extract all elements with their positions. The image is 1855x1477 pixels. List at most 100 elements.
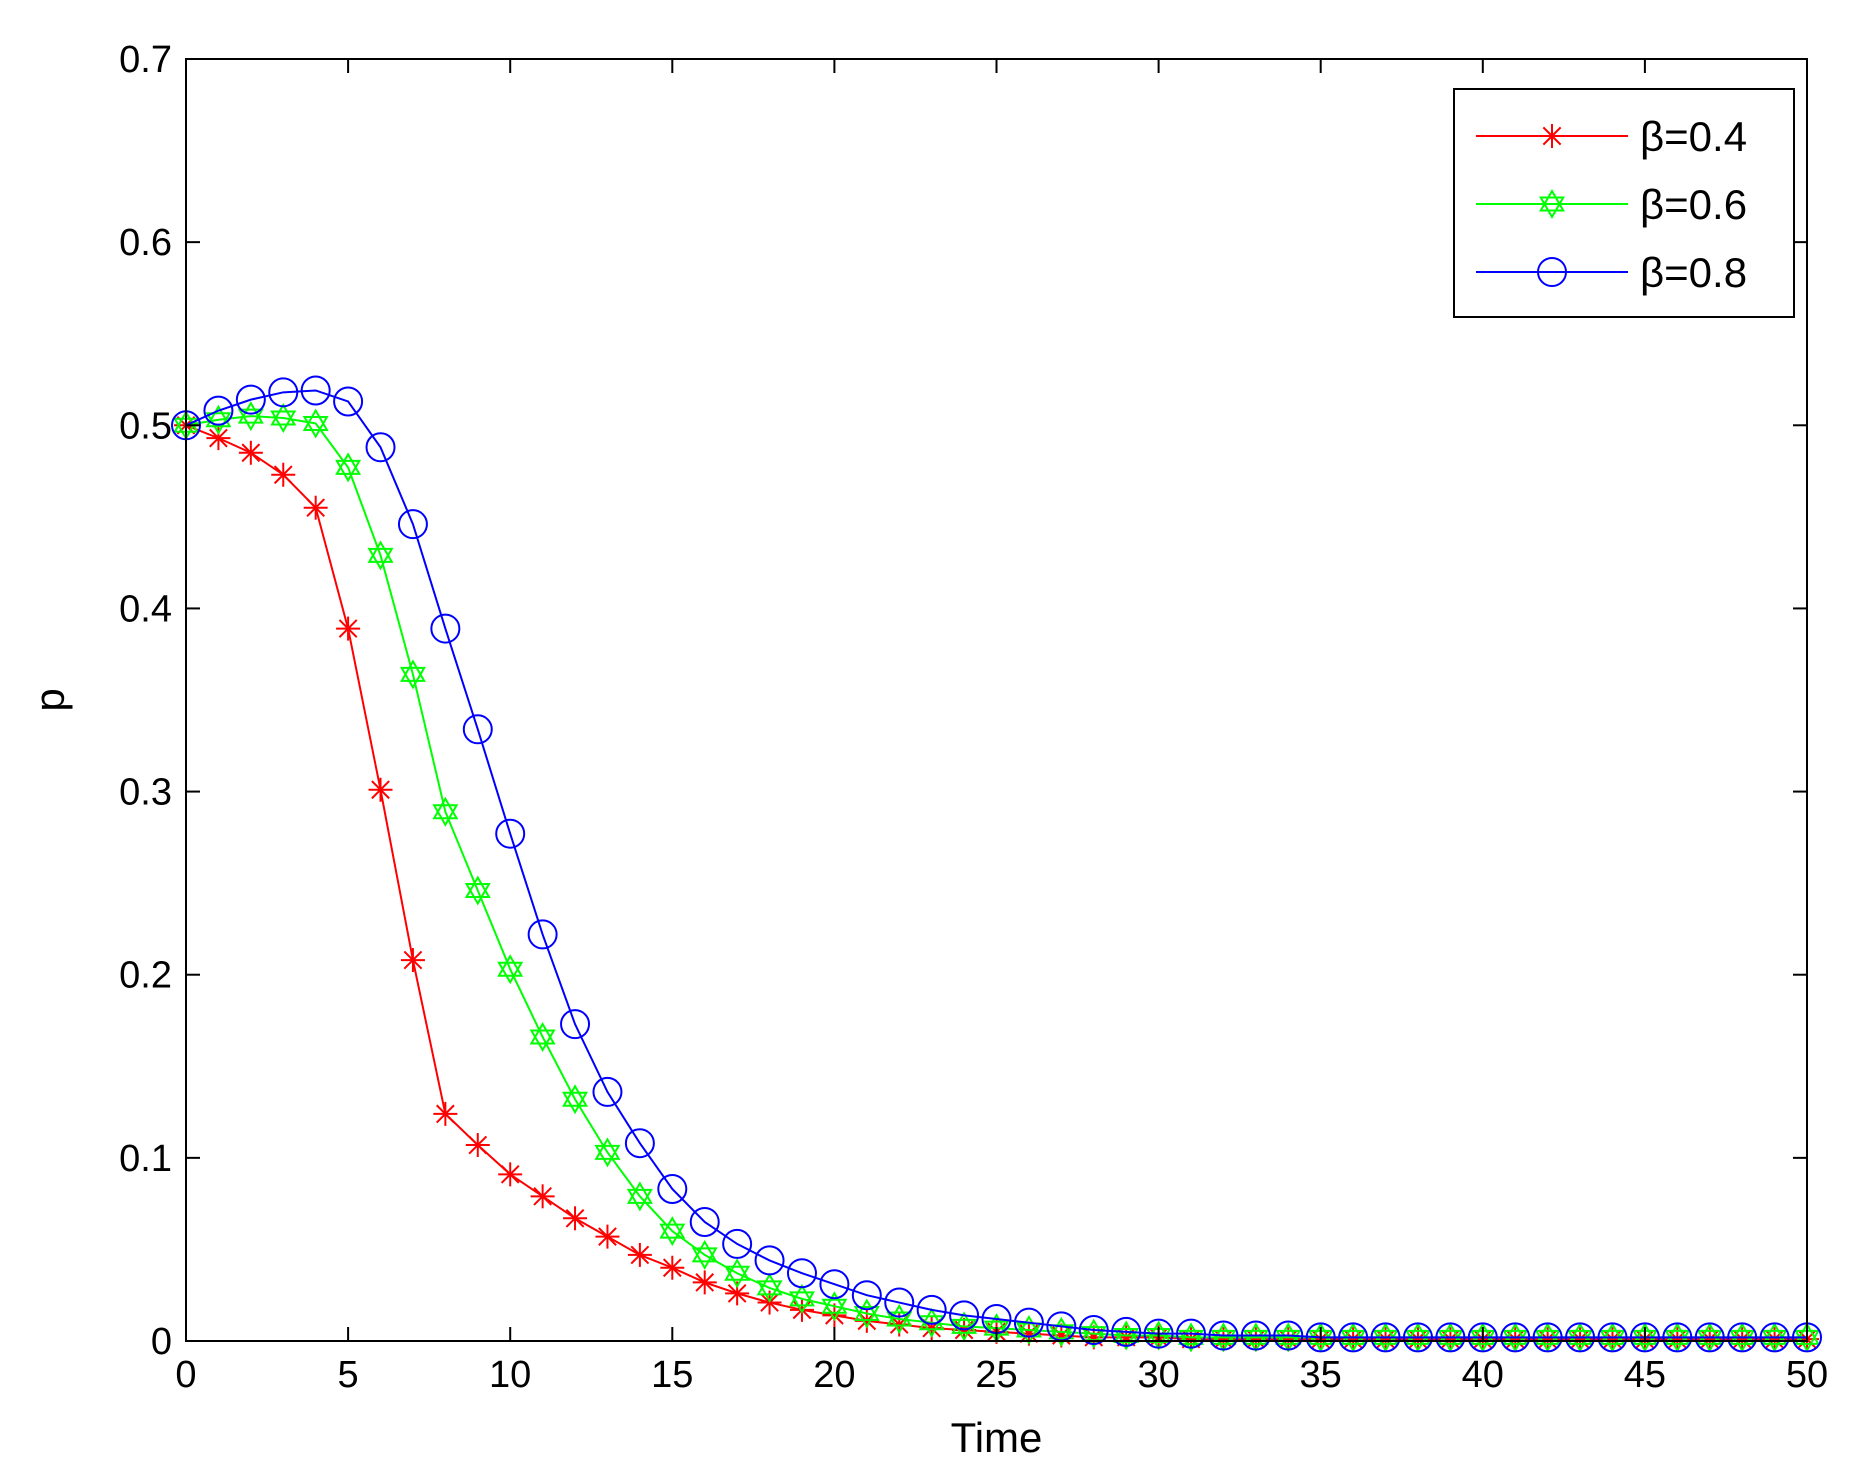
x-tick-label: 50 — [1786, 1354, 1828, 1396]
series-0-point — [400, 948, 425, 973]
series-1-point — [788, 1283, 815, 1314]
series-0-point — [660, 1255, 685, 1280]
legend-marker-0 — [1540, 124, 1564, 148]
series-2-point — [851, 1280, 882, 1311]
y-tick-label: 0.1 — [119, 1138, 172, 1180]
legend-label-0: β=0.4 — [1640, 113, 1747, 160]
series-1-point — [1048, 1316, 1075, 1347]
series-2-point — [1435, 1322, 1466, 1353]
series-2-point — [462, 714, 493, 745]
series-1-point — [951, 1311, 978, 1342]
x-tick-label: 20 — [813, 1354, 855, 1396]
series-0-point — [336, 616, 361, 641]
series-1-point — [562, 1084, 589, 1115]
series-0-point — [271, 462, 296, 487]
series-2-point — [430, 613, 461, 644]
series-2-point — [1467, 1322, 1498, 1353]
y-tick-label: 0.4 — [119, 588, 172, 630]
series-0-point — [303, 495, 328, 520]
legend-marker-1 — [1539, 189, 1565, 219]
y-tick-label: 0.3 — [119, 772, 172, 814]
series-2-point — [819, 1269, 850, 1300]
series-0-point — [368, 777, 393, 802]
x-tick-label: 25 — [975, 1354, 1017, 1396]
y-tick-label: 0.7 — [119, 39, 172, 81]
series-0-point — [206, 426, 231, 451]
series-2-point — [1111, 1316, 1142, 1347]
series-2-point — [1078, 1315, 1109, 1346]
series-1-point — [367, 540, 394, 571]
series-2-point — [1532, 1322, 1563, 1353]
series-1-point — [302, 408, 329, 439]
y-axis-label: p — [26, 688, 73, 711]
x-tick-label: 30 — [1137, 1354, 1179, 1396]
x-tick-label: 15 — [651, 1354, 693, 1396]
series-0-point — [789, 1297, 814, 1322]
series-2-point — [1176, 1318, 1207, 1349]
legend-label-2: β=0.8 — [1640, 249, 1747, 296]
x-tick-label: 10 — [489, 1354, 531, 1396]
series-2-point — [916, 1294, 947, 1325]
series-2-point — [689, 1206, 720, 1237]
series-2-point — [495, 818, 526, 849]
series-1-point — [691, 1239, 718, 1270]
series-0-point — [465, 1133, 490, 1158]
series-2-point — [300, 375, 331, 406]
series-1-point — [399, 659, 426, 690]
series-1-point — [821, 1291, 848, 1322]
series-2-point — [1629, 1322, 1660, 1353]
y-tick-label: 0 — [151, 1321, 172, 1363]
series-2-point — [397, 509, 428, 540]
x-tick-label: 5 — [338, 1354, 359, 1396]
series-2-point — [624, 1128, 655, 1159]
x-tick-label: 0 — [175, 1354, 196, 1396]
series-0-point — [498, 1162, 523, 1187]
series-2-point — [1143, 1318, 1174, 1349]
series-1-point — [594, 1137, 621, 1168]
x-tick-label: 40 — [1462, 1354, 1504, 1396]
series-1-point — [335, 452, 362, 483]
series-2-point — [1208, 1320, 1239, 1351]
series-2-point — [333, 386, 364, 417]
series-1-point — [918, 1307, 945, 1338]
series-1-point — [659, 1216, 686, 1247]
series-layer — [171, 375, 1822, 1353]
series-2-point — [722, 1228, 753, 1259]
x-tick-label: 35 — [1300, 1354, 1342, 1396]
series-1-point — [529, 1021, 556, 1052]
series-2-point — [1759, 1322, 1790, 1353]
series-2-point — [527, 919, 558, 950]
series-1-point — [464, 875, 491, 906]
series-1-point — [270, 402, 297, 433]
x-tick-label: 45 — [1624, 1354, 1666, 1396]
y-tick-label: 0.5 — [119, 405, 172, 447]
series-0-point — [627, 1242, 652, 1267]
series-2-point — [365, 432, 396, 463]
series-line-2 — [185, 389, 1807, 1339]
series-2-point — [1500, 1322, 1531, 1353]
series-2-point — [1240, 1320, 1271, 1351]
series-0-point — [563, 1206, 588, 1231]
legend-marker-2 — [1537, 257, 1567, 287]
series-2-point — [235, 384, 266, 415]
series-2-point — [1694, 1322, 1725, 1353]
series-0-point — [692, 1270, 717, 1295]
series-0-point — [530, 1184, 555, 1209]
series-2-point — [1338, 1322, 1369, 1353]
series-2-point — [1273, 1320, 1304, 1351]
series-2-point — [268, 377, 299, 408]
series-2-point — [1727, 1322, 1758, 1353]
series-2-point — [1370, 1322, 1401, 1353]
series-2-point — [949, 1300, 980, 1331]
series-2-point — [884, 1287, 915, 1318]
legend-label-1: β=0.6 — [1640, 181, 1747, 228]
y-tick-label: 0.6 — [119, 222, 172, 264]
ticks-layer: 0 5 10 15 20 25 30 35 40 45 50 0 0.1 0.2 0.3 0.4 0.5 0.6 0… — [119, 39, 1828, 1396]
series-2-point — [1662, 1322, 1693, 1353]
series-2-point — [1305, 1322, 1336, 1353]
series-2-point — [1402, 1322, 1433, 1353]
series-2-point — [786, 1258, 817, 1289]
series-1-point — [432, 796, 459, 827]
series-1-point — [497, 954, 524, 985]
